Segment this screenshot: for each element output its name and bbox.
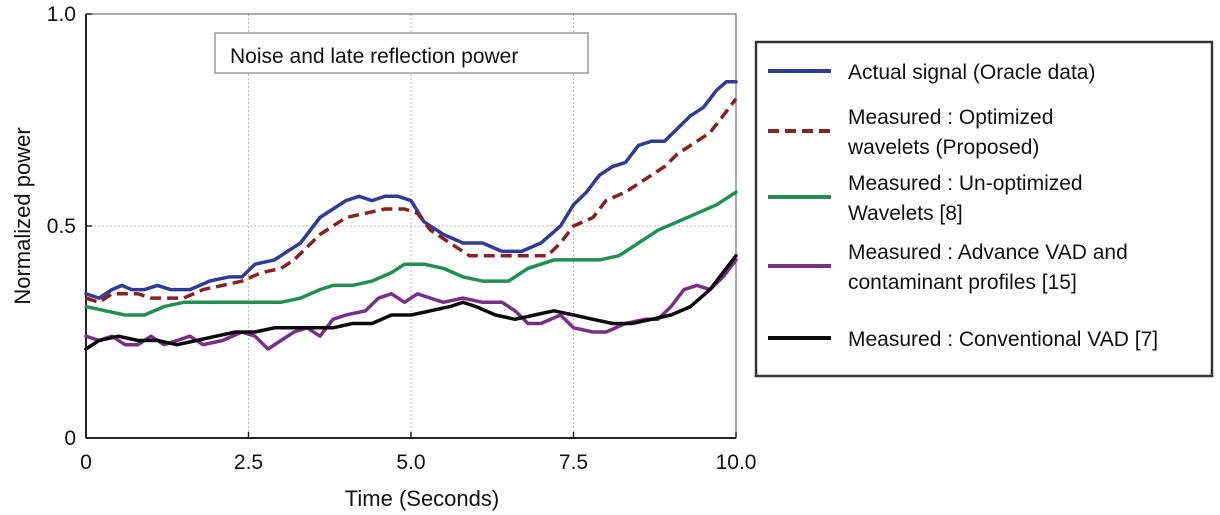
chart-title-box: Noise and late reflection power xyxy=(214,32,589,74)
y-axis-title: Normalized power xyxy=(10,127,35,304)
legend-frame xyxy=(754,40,1214,378)
x-axis-title: Time (Seconds) xyxy=(345,486,499,511)
x-tick-label: 0 xyxy=(80,451,92,474)
legend-label-5: Measured : Conventional VAD [7] xyxy=(848,328,1158,351)
legend-label-2: wavelets (Proposed) xyxy=(847,136,1039,159)
legend-label-1: Actual signal (Oracle data) xyxy=(848,61,1095,84)
legend-label-2: Measured : Optimized xyxy=(848,106,1053,129)
x-tick-label: 5.0 xyxy=(396,451,425,474)
chart-title: Noise and late reflection power xyxy=(230,45,518,68)
x-tick-label: 2.5 xyxy=(234,451,263,474)
axes xyxy=(85,13,737,439)
x-tick-label: 7.5 xyxy=(559,451,588,474)
y-tick-label: 1.0 xyxy=(47,3,76,26)
series-line-2 xyxy=(85,97,738,305)
grid xyxy=(86,13,737,438)
series-line-3 xyxy=(84,190,738,317)
legend: Actual signal (Oracle data) Measured : Op… xyxy=(754,40,1214,378)
legend-label-3: Measured : Un-optimized xyxy=(848,172,1083,195)
series-layer xyxy=(84,80,738,351)
legend-label-3: Wavelets [8] xyxy=(848,202,963,225)
y-tick-label: 0.5 xyxy=(47,215,76,238)
series-line-5 xyxy=(84,253,738,351)
legend-label-4: contaminant profiles [15] xyxy=(848,271,1077,294)
y-tick-label: 0 xyxy=(64,427,76,450)
tick-labels: 0 2.5 5.0 7.5 10.0 0 0.5 1.0 xyxy=(47,3,757,474)
x-tick-label: 10.0 xyxy=(716,451,757,474)
legend-label-4: Measured : Advance VAD and xyxy=(848,241,1128,264)
series-line-1 xyxy=(84,80,738,300)
